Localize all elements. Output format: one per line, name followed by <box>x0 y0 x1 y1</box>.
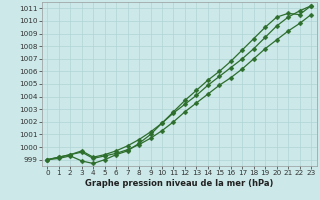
X-axis label: Graphe pression niveau de la mer (hPa): Graphe pression niveau de la mer (hPa) <box>85 179 273 188</box>
